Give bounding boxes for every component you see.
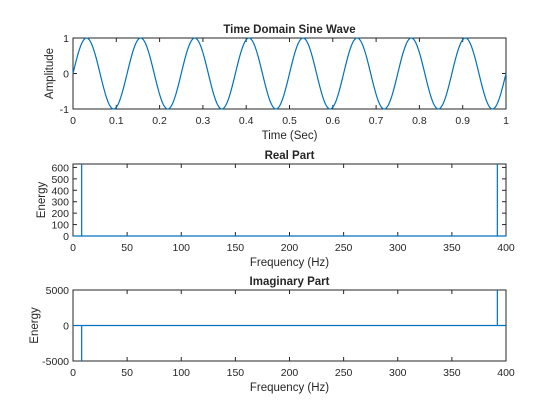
series-line — [72, 37, 507, 110]
y-tick-label: 0 — [63, 231, 69, 243]
x-tick-label: 200 — [281, 242, 299, 254]
y-tick-label: 200 — [51, 208, 69, 220]
x-tick-label: 0.1 — [109, 115, 124, 127]
subplot-3: 0 50 100 150 200 250 300 350 400-500005000Imagin… — [29, 276, 515, 394]
x-tick-label: 100 — [172, 242, 190, 254]
x-tick-label: 0.9 — [455, 115, 470, 127]
x-tick-label: 0.7 — [369, 115, 384, 127]
x-tick-label: 400 — [497, 367, 515, 379]
x-tick-label: 0.5 — [282, 115, 297, 127]
y-tick-label: 0 — [63, 69, 69, 81]
y-tick-label: -1 — [60, 104, 69, 116]
y-tick-label: 500 — [51, 174, 69, 186]
x-tick-label: 400 — [497, 242, 515, 254]
x-axis-label: Frequency (Hz) — [250, 382, 329, 394]
y-tick-label: 600 — [51, 162, 69, 174]
x-tick-label: 300 — [389, 242, 407, 254]
y-tick-label: 300 — [51, 197, 69, 209]
x-tick-label: 0 — [70, 115, 76, 127]
x-tick-label: 150 — [227, 367, 245, 379]
x-tick-label: 0.6 — [325, 115, 340, 127]
y-tick-label: 100 — [51, 220, 69, 232]
x-axis-label: Time (Sec) — [262, 130, 318, 142]
x-tick-label: 0 — [70, 242, 76, 254]
x-tick-label: 150 — [227, 242, 245, 254]
y-tick-label: -5000 — [42, 356, 69, 368]
x-axis-label: Frequency (Hz) — [250, 257, 329, 269]
x-tick-label: 0.2 — [152, 115, 167, 127]
chart-title: Time Domain Sine Wave — [223, 24, 355, 36]
x-tick-label: 50 — [121, 367, 133, 379]
x-tick-label: 200 — [281, 367, 299, 379]
y-tick-label: 0 — [63, 321, 69, 333]
y-tick-label: 1 — [63, 33, 69, 45]
series-line — [73, 290, 506, 361]
x-tick-label: 0.3 — [196, 115, 211, 127]
chart-title: Imaginary Part — [250, 276, 330, 288]
plot-area — [72, 163, 507, 237]
y-axis-label: Energy — [36, 182, 48, 219]
x-tick-label: 1 — [503, 115, 509, 127]
y-axis-label: Energy — [29, 307, 41, 344]
series-line — [73, 164, 506, 237]
x-tick-label: 0.8 — [412, 115, 427, 127]
y-tick-label: 400 — [51, 185, 69, 197]
x-tick-label: 50 — [121, 242, 133, 254]
subplot-2: 0 50 100 150 200 250 300 350 4000100200300400500… — [36, 150, 515, 269]
y-tick-label: 5000 — [46, 285, 70, 297]
chart-title: Real Part — [265, 150, 315, 162]
x-tick-label: 0 — [70, 367, 76, 379]
x-tick-label: 0.4 — [239, 115, 254, 127]
x-tick-label: 350 — [443, 367, 461, 379]
x-tick-label: 100 — [172, 367, 190, 379]
y-axis-label: Amplitude — [44, 48, 56, 99]
x-tick-label: 300 — [389, 367, 407, 379]
x-tick-label: 350 — [443, 242, 461, 254]
x-tick-label: 250 — [335, 367, 353, 379]
x-tick-label: 250 — [335, 242, 353, 254]
